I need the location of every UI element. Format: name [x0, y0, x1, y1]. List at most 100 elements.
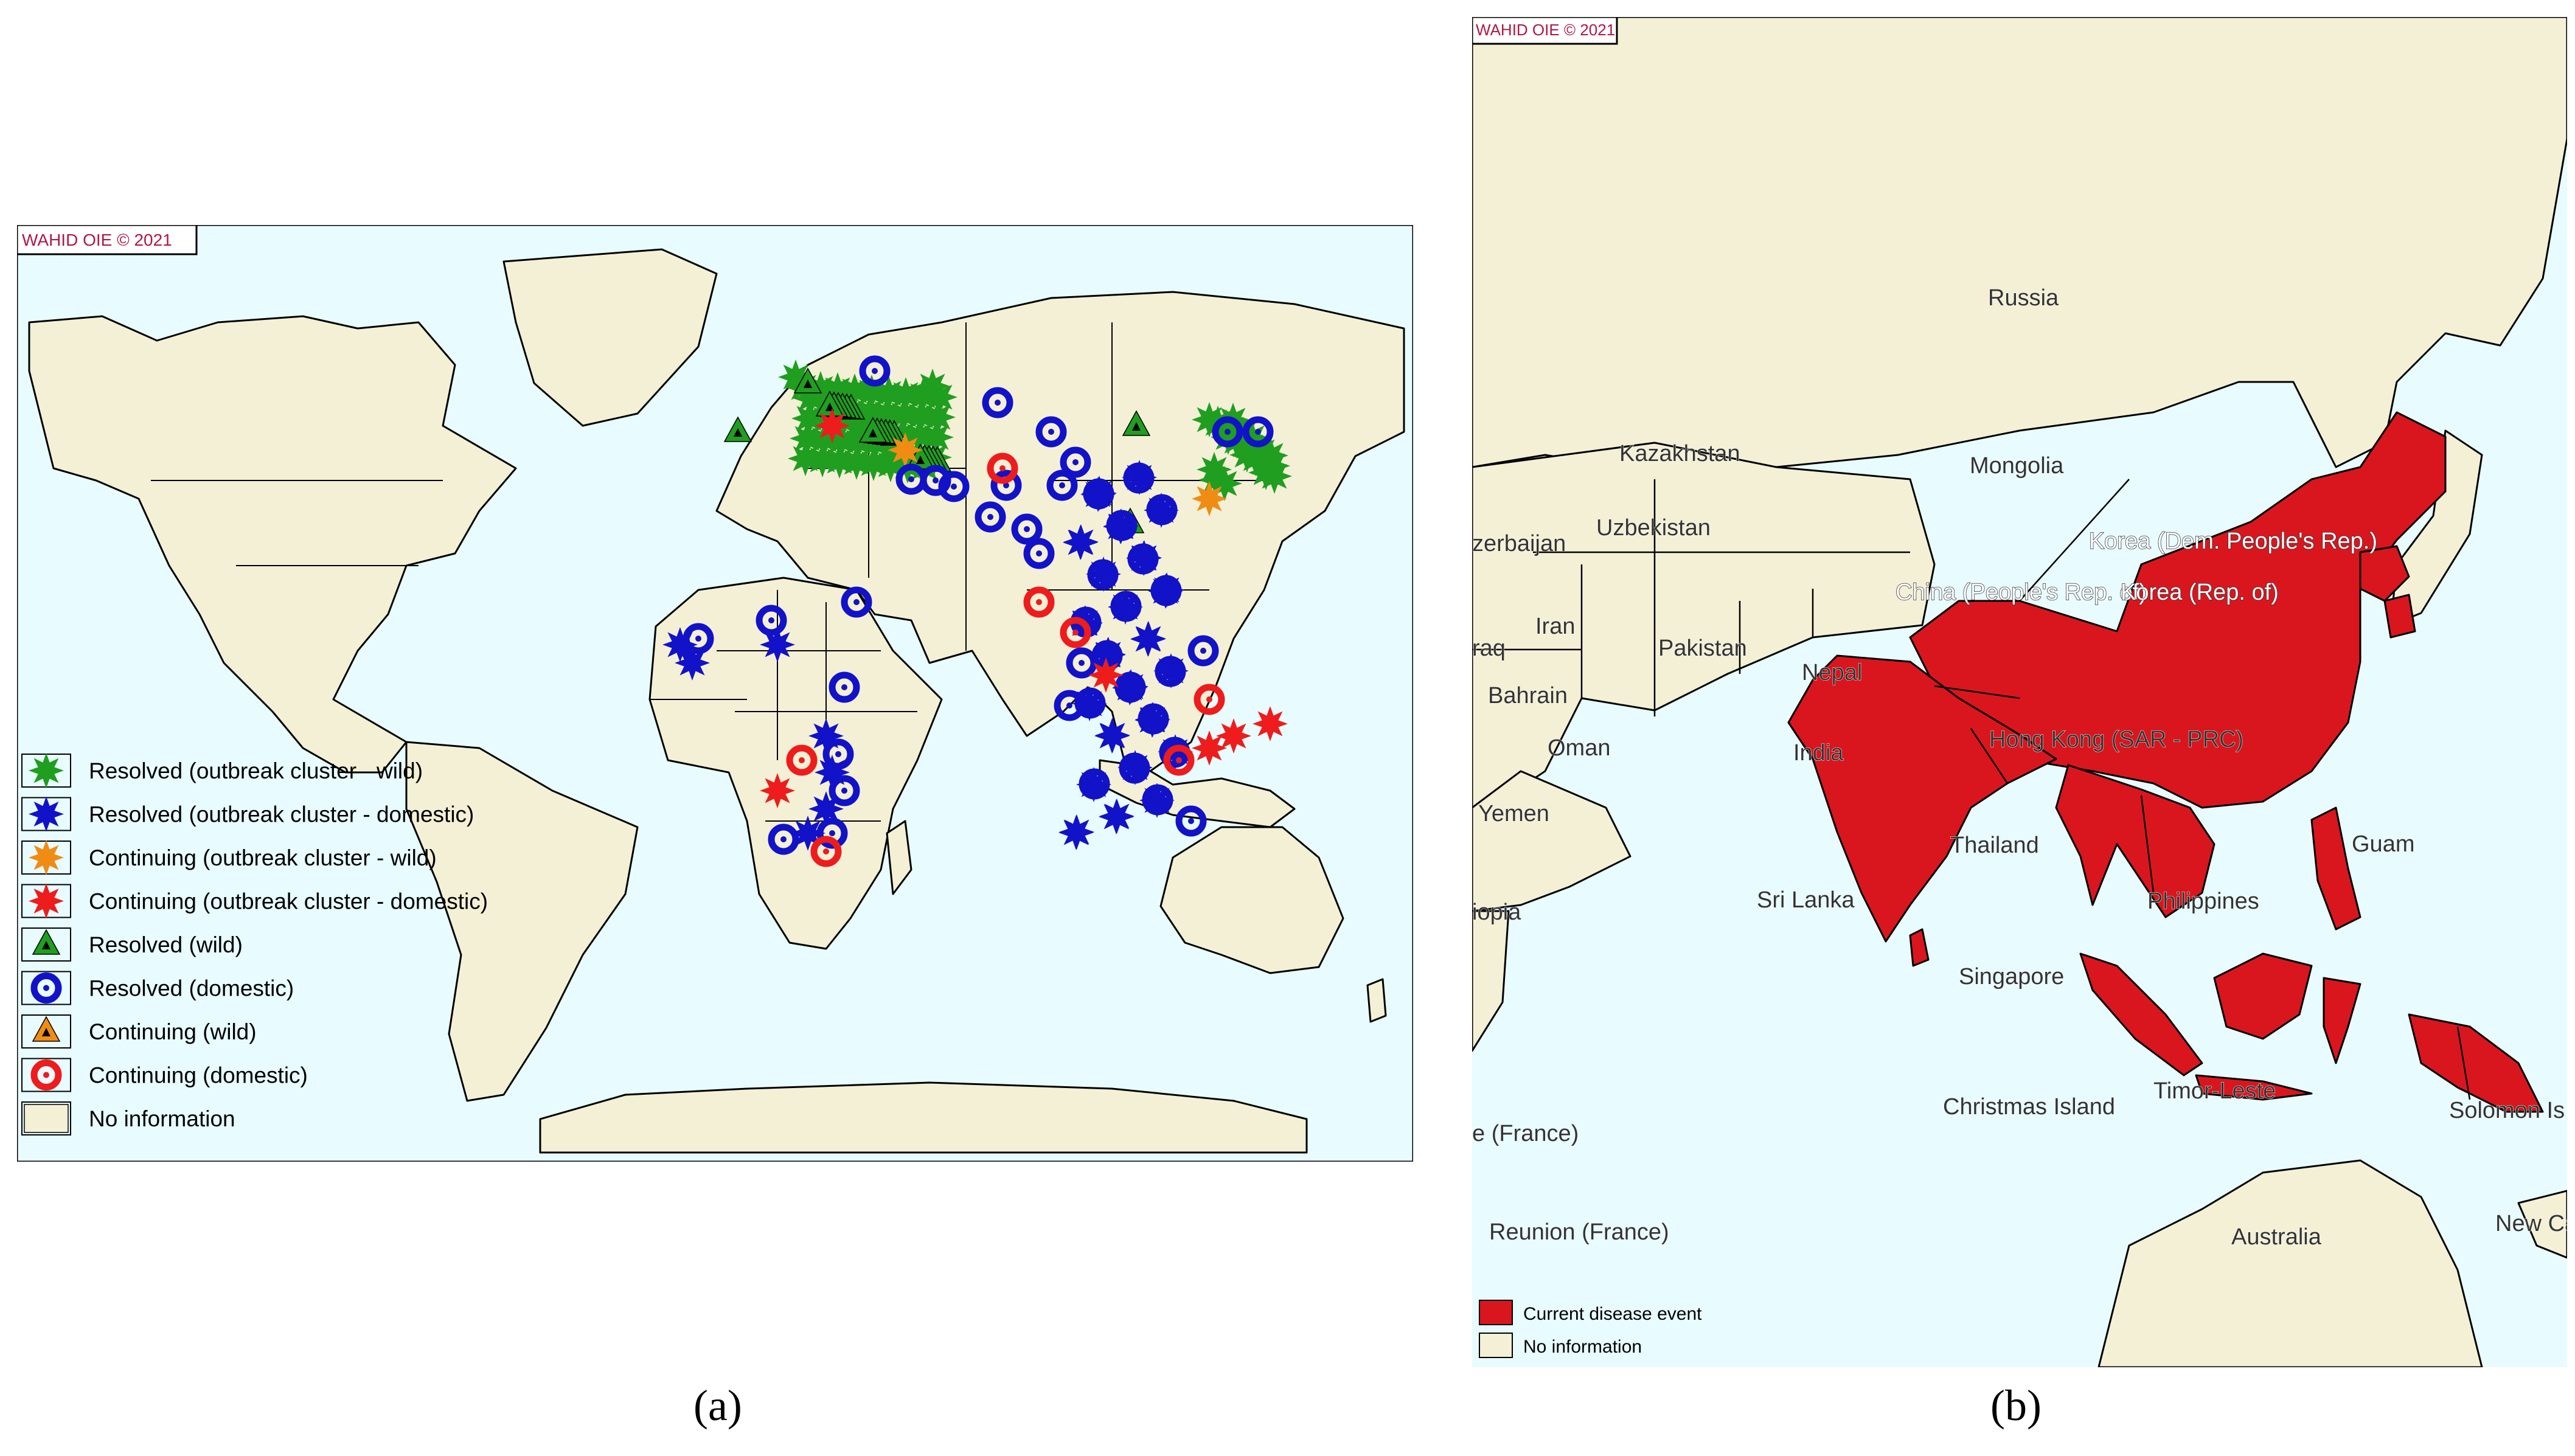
land-africa: [648, 577, 943, 950]
legend-label: Resolved (outbreak cluster - domestic): [89, 802, 474, 827]
resolved-domestic-ring-marker: [1146, 494, 1178, 525]
legend-a: Resolved (outbreak cluster - wild) Resolv…: [21, 753, 488, 1135]
label-uzbekistan: Uzbekistan: [1596, 515, 1711, 541]
resolved-wild-triangle-marker: [858, 417, 888, 443]
resolved-wild-triangle-marker: [1122, 410, 1151, 436]
legend-item: Resolved (outbreak cluster - wild): [21, 753, 423, 788]
label-azerbaijan: zerbaijan: [1472, 531, 1566, 556]
resolved-domestic-ring-marker: [1023, 538, 1055, 569]
label-france-top: e (France): [1472, 1121, 1579, 1146]
continuing-domestic-ring-marker: [1163, 744, 1195, 776]
resolved-domestic-ring-marker: [1187, 635, 1219, 667]
legend-label: Resolved (outbreak cluster - wild): [89, 758, 423, 783]
resolved-domestic-cluster-marker: [1086, 556, 1121, 592]
caption-a: (a): [693, 1381, 742, 1430]
resolved-domestic-ring-marker: [1079, 768, 1110, 800]
legend-label: No information: [89, 1106, 235, 1131]
affected-countries: [1787, 411, 2544, 1113]
continuing-domestic-ring-marker: [1060, 617, 1091, 648]
resolved-wild-cluster-marker: [1197, 452, 1232, 487]
label-australia: Australia: [2231, 1224, 2322, 1250]
resolved-domestic-cluster-marker: [1063, 524, 1099, 560]
label-korea-rep: Korea (Rep. of): [2121, 580, 2279, 605]
red-star-cluster-icon: [29, 883, 64, 919]
resolved-domestic-ring-marker: [859, 355, 891, 387]
resolved-domestic-cluster-marker: [1113, 669, 1148, 704]
blue-ring-icon: [30, 972, 62, 1004]
label-reunion: Reunion (France): [1489, 1219, 1669, 1245]
land-new-caledonia: [2517, 1190, 2567, 1259]
label-yemen: Yemen: [1478, 801, 1549, 827]
label-mongolia: Mongolia: [1970, 453, 2064, 479]
continuing-domestic-cluster-marker: [1253, 706, 1288, 741]
legend-label: Continuing (outbreak cluster - wild): [89, 845, 437, 870]
label-new-caledonia: New Ca: [2495, 1211, 2567, 1236]
resolved-domestic-cluster-marker: [760, 627, 795, 662]
legend-item: Resolved (wild): [21, 927, 243, 962]
legend-item: Continuing (outbreak cluster - wild): [21, 840, 437, 875]
legend-b: Current disease event No information: [1479, 1300, 1702, 1358]
label-philippines: Philippines: [2147, 889, 2259, 914]
land-swatch-icon: [24, 1104, 69, 1133]
land-java: [2195, 1074, 2313, 1101]
resolved-domestic-ring-marker: [1142, 784, 1173, 816]
land-antarctica: [539, 1081, 1308, 1154]
land-australia: [2097, 1159, 2483, 1367]
legend-swatch-current-event: [1479, 1300, 1513, 1325]
world-map-a: WAHID OIE © 2021 Resolved (outbreak clus…: [17, 225, 1413, 1162]
resolved-wild-cluster-marker: [788, 441, 823, 476]
blue-star-cluster-icon: [29, 796, 64, 832]
continuing-domestic-ring-marker: [810, 836, 842, 867]
landmasses: [1472, 17, 2567, 1367]
resolved-domestic-cluster-marker: [1127, 540, 1162, 575]
legend-item: Resolved (domestic): [21, 971, 294, 1005]
caption-b: (b): [1990, 1381, 2042, 1430]
continuing-domestic-ring-marker: [1194, 684, 1225, 715]
land-korea-dpr: [2359, 545, 2410, 602]
resolved-domestic-cluster-marker: [1149, 572, 1184, 608]
resolved-domestic-ring-marker: [1060, 446, 1091, 478]
green-triangle-icon: [32, 929, 61, 955]
land-korea-rep: [2383, 594, 2416, 639]
legend-item: Continuing (domestic): [21, 1058, 308, 1092]
land-india: [1787, 654, 2057, 943]
resolved-domestic-ring-marker: [829, 671, 860, 703]
country-labels: Russia Kazakhstan Mongolia Uzbekistan ze…: [1472, 285, 2567, 1250]
resolved-domestic-cluster-marker: [1117, 750, 1153, 785]
label-iran: Iran: [1535, 614, 1575, 639]
label-ethiopia: iopia: [1472, 900, 1521, 925]
continuing-domestic-ring-marker: [1023, 586, 1055, 618]
resolved-wild-triangle-marker: [793, 367, 822, 393]
resolved-domestic-ring-marker: [982, 387, 1013, 418]
label-oman: Oman: [1548, 735, 1610, 761]
legend-item: Continuing (wild): [21, 1014, 257, 1049]
land-north-america: [28, 315, 517, 774]
label-thailand: Thailand: [1950, 833, 2039, 858]
country-borders: [1472, 479, 2471, 1100]
resolved-domestic-cluster-marker: [1122, 460, 1157, 495]
land-philippines: [2310, 806, 2361, 931]
land-arabia-africa: [1472, 770, 1632, 912]
label-hong-kong: Hong Kong (SAR - PRC): [1989, 727, 2243, 752]
label-india: India: [1793, 740, 1844, 766]
resolved-wild-cluster-marker: [1253, 438, 1288, 473]
land-borneo: [2213, 952, 2313, 1040]
resolved-domestic-ring-marker: [683, 623, 714, 654]
legend-item: No information: [21, 1101, 235, 1135]
resolved-domestic-ring-marker: [1035, 416, 1067, 448]
legend-swatch-no-information: [1479, 1333, 1513, 1358]
orange-triangle-icon: [32, 1016, 61, 1042]
copyright-box: [17, 225, 198, 255]
copyright-box: [1472, 17, 1618, 45]
continuing-domestic-cluster-marker: [815, 408, 850, 443]
resolved-domestic-cluster-marker: [1059, 814, 1094, 850]
orange-star-cluster-icon: [29, 840, 64, 875]
resolved-domestic-ring-marker: [1212, 416, 1243, 448]
resolved-domestic-ring-marker: [1138, 703, 1169, 735]
map-panel-a: WAHID OIE © 2021 Resolved (outbreak clus…: [17, 225, 1413, 1162]
land-mainland-southeast-asia: [2055, 764, 2215, 918]
resolved-domestic-ring-marker: [829, 775, 860, 806]
label-kazakhstan: Kazakhstan: [1619, 441, 1740, 466]
land-australia: [1159, 826, 1344, 974]
resolved-domestic-ring-marker: [1011, 513, 1043, 545]
